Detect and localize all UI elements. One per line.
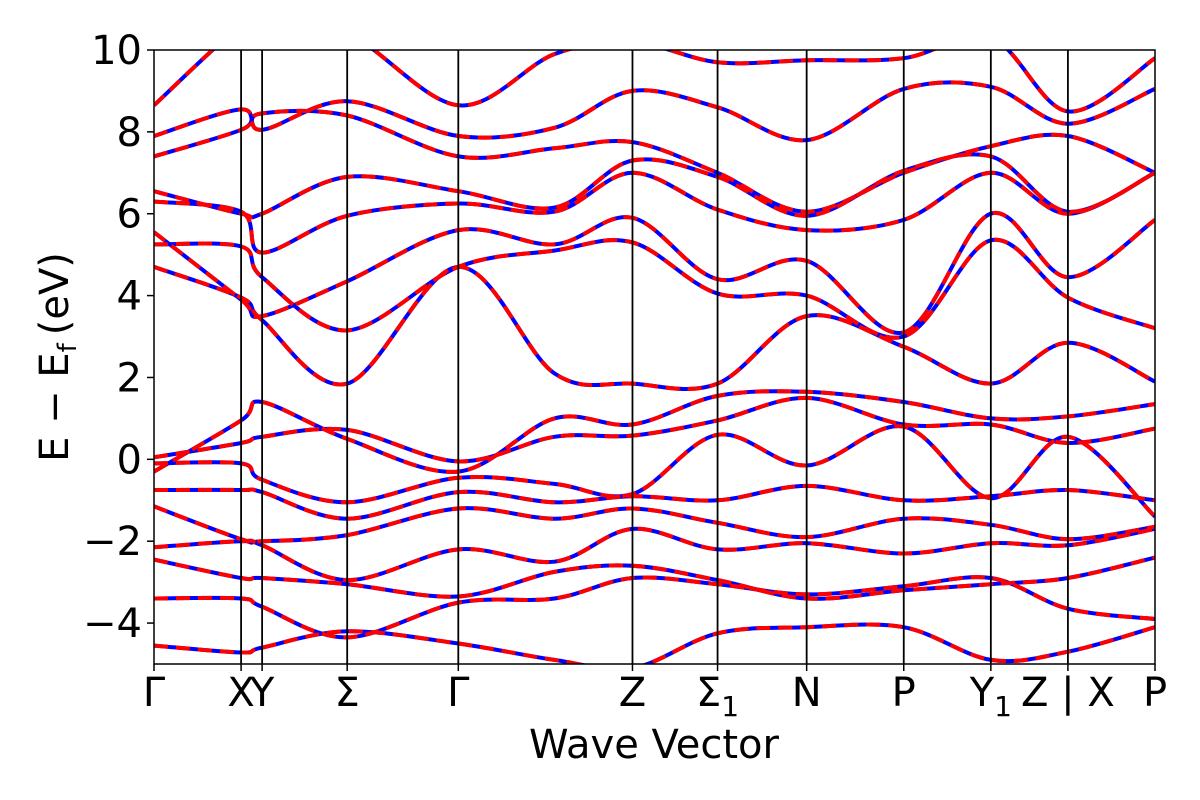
y-tick-label: −4	[83, 601, 142, 647]
x-tick-label: X	[227, 670, 254, 716]
band-line-dashed-13	[154, 152, 1155, 220]
x-tick-label: P	[1143, 670, 1167, 716]
x-tick-label: Y	[249, 670, 275, 716]
kpoint-lines	[240, 50, 1069, 664]
band-line-dashed-11	[154, 211, 1155, 335]
y-tick-label: 8	[117, 110, 142, 156]
x-tick-label: N	[792, 670, 822, 716]
y-axis-title-subscript: f	[53, 342, 83, 352]
x-tick-label: Y1	[969, 670, 1012, 723]
x-tick-label: Σ	[335, 670, 360, 716]
x-tick-label: P	[892, 670, 916, 716]
y-tick-label: 10	[91, 28, 142, 74]
band-line-dashed-0	[154, 622, 1155, 664]
band-line-dashed-15	[154, 80, 1155, 143]
x-axis-title: Wave Vector	[529, 722, 780, 768]
y-axis-title-main: E − E	[32, 352, 78, 462]
x-tick-label: Σ1	[696, 670, 739, 723]
x-tick-label: Z | X	[1021, 670, 1115, 716]
y-tick-label: 0	[117, 437, 142, 483]
y-tick-label: 6	[117, 192, 142, 238]
plot-background	[154, 50, 1155, 664]
plot-frame	[153, 49, 1156, 665]
band-line-dashed-10	[154, 237, 1155, 340]
y-axis-title-unit: (eV)	[32, 252, 78, 335]
y-tick-label: −2	[83, 519, 142, 565]
x-axis-ticks: Γ XY Σ Γ Z Σ1 N P Y1 Z | X P	[143, 664, 1167, 723]
x-tick-label: Γ	[143, 670, 166, 716]
y-tick-label: 2	[117, 355, 142, 401]
y-tick-label: 4	[117, 274, 142, 320]
y-axis-title: E − Ef (eV)	[32, 252, 83, 462]
x-tick-label: Γ	[447, 670, 470, 716]
y-axis-ticks: 10 8 6 4 2 0 −2 −4	[83, 28, 154, 647]
x-tick-label: Z	[619, 670, 646, 716]
band-line-dashed-12	[154, 170, 1155, 255]
band-line-dashed-6	[154, 424, 1155, 519]
